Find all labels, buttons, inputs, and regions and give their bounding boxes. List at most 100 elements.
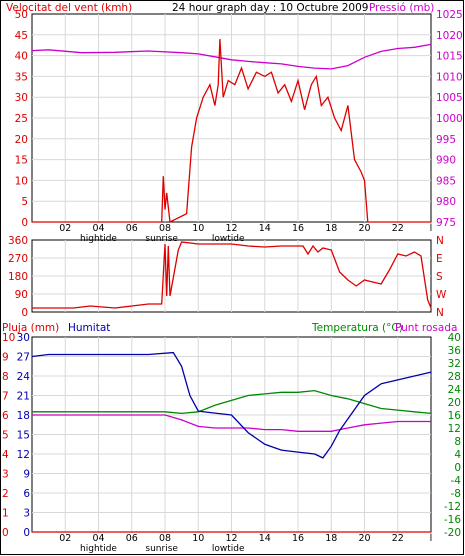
- hour-tick-label: 10: [192, 533, 204, 544]
- temperature-tick-label: -16: [444, 514, 461, 526]
- direction-tick-label: 180: [8, 271, 28, 283]
- humidity-tick-label: 21: [17, 391, 30, 403]
- direction-tick-label: 90: [15, 289, 28, 301]
- humidity-tick-label: 0: [23, 527, 30, 539]
- humidity-tick-label: 18: [17, 410, 30, 422]
- humidity-tick-label: 6: [23, 488, 30, 500]
- wind-speed-line: [32, 38, 431, 223]
- rain-tick-label: 4: [2, 449, 9, 461]
- hour-tick-label: 08: [159, 223, 171, 234]
- hour-tick-label: 22: [392, 533, 404, 544]
- pressure-tick-label: 1025: [436, 9, 463, 21]
- pressure-tick-label: 1015: [436, 51, 463, 63]
- compass-label: W: [436, 289, 447, 301]
- hour-tick-label: 16: [292, 533, 304, 544]
- dewpoint-line: [32, 414, 431, 432]
- hightide-label: hightide: [80, 234, 117, 244]
- hour-tick-label: 06: [126, 223, 138, 234]
- wind-tick-label: 35: [15, 71, 28, 83]
- temperature-tick-label: 40: [448, 332, 461, 344]
- wind-tick-label: 50: [15, 9, 28, 21]
- hour-tick-label: 06: [126, 533, 138, 544]
- pressure-tick-label: 995: [436, 134, 456, 146]
- direction-tick-label: 360: [8, 235, 28, 247]
- temperature-line: [32, 389, 432, 415]
- sunrise-label: sunrise: [145, 544, 178, 554]
- hour-tick-label: l: [430, 223, 433, 234]
- pressure-tick-label: 1020: [436, 30, 463, 42]
- temperature-tick-label: 8: [454, 436, 461, 448]
- rain-tick-label: 7: [2, 391, 9, 403]
- temperature-tick-label: 16: [448, 410, 462, 422]
- hightide-label: hightide: [80, 544, 117, 554]
- temperature-tick-label: -8: [451, 488, 461, 500]
- rain-tick-label: 6: [2, 410, 9, 422]
- dewpoint-title: Punt rosada: [395, 322, 457, 334]
- humidity-tick-label: 27: [17, 352, 30, 364]
- temperature-tick-label: 28: [448, 371, 461, 383]
- pressure-tick-label: 985: [436, 175, 456, 187]
- wind-tick-label: 20: [15, 134, 28, 146]
- rain-tick-label: 0: [2, 527, 9, 539]
- rain-tick-label: 3: [2, 469, 9, 481]
- temperature-tick-label: 24: [448, 384, 462, 396]
- lowtide-label: lowtide: [212, 234, 245, 244]
- hour-tick-label: 16: [292, 223, 304, 234]
- humidity-tick-label: 15: [17, 430, 30, 442]
- hour-tick-label: 04: [92, 223, 104, 234]
- wind-tick-label: 0: [21, 217, 28, 229]
- wind-direction-line: [32, 241, 432, 309]
- pressure-tick-label: 990: [436, 155, 456, 167]
- temperature-tick-label: 12: [448, 423, 461, 435]
- humidity-line: [31, 351, 432, 459]
- hour-tick-label: 12: [225, 223, 237, 234]
- temperature-tick-label: -4: [451, 475, 462, 487]
- temperature-tick-label: 20: [448, 397, 461, 409]
- hour-tick-label: 18: [325, 533, 337, 544]
- wind-tick-label: 30: [15, 92, 28, 104]
- pressure-title: Pressió (mb): [369, 2, 434, 14]
- wind-tick-label: 15: [15, 155, 28, 167]
- humidity-tick-label: 24: [17, 371, 31, 383]
- hour-tick-label: l: [430, 533, 433, 544]
- humidity-tick-label: 12: [17, 449, 30, 461]
- rain-tick-label: 5: [2, 430, 9, 442]
- wind-tick-label: 10: [15, 175, 28, 187]
- direction-tick-label: 0: [21, 307, 28, 319]
- temperature-tick-label: -12: [444, 501, 461, 513]
- humidity-tick-label: 9: [23, 469, 30, 481]
- hour-tick-label: 22: [392, 223, 404, 234]
- hour-tick-label: 20: [358, 223, 370, 234]
- hour-tick-label: 10: [192, 223, 204, 234]
- hour-tick-label: 14: [259, 223, 271, 234]
- lowtide-label: lowtide: [212, 544, 245, 554]
- wind-tick-label: 5: [21, 196, 28, 208]
- direction-tick-label: 270: [8, 253, 28, 265]
- humidity-title: Humitat: [68, 322, 110, 334]
- temperature-title: Temperatura (°C): [311, 322, 403, 334]
- temperature-tick-label: 32: [448, 358, 461, 370]
- compass-label: S: [436, 271, 443, 283]
- graph-title: 24 hour graph day : 10 Octubre 2009: [172, 2, 368, 14]
- rain-tick-label: 1: [2, 508, 9, 520]
- pressure-tick-label: 1010: [436, 71, 463, 83]
- wind-tick-label: 25: [15, 113, 28, 125]
- compass-label: N: [436, 307, 444, 319]
- humidity-tick-label: 3: [23, 508, 30, 520]
- pressure-tick-label: 975: [436, 217, 456, 229]
- rain-title: Pluja (mm): [2, 322, 59, 334]
- pressure-tick-label: 1005: [436, 92, 463, 104]
- temperature-tick-label: 36: [448, 345, 462, 357]
- hour-tick-label: 18: [325, 223, 337, 234]
- wind-tick-label: 45: [15, 30, 28, 42]
- compass-label: E: [436, 253, 443, 265]
- temperature-tick-label: -20: [444, 527, 461, 539]
- wind-tick-label: 40: [15, 51, 28, 63]
- temperature-tick-label: 0: [454, 462, 461, 474]
- rain-tick-label: 10: [2, 332, 15, 344]
- rain-tick-label: 9: [2, 352, 9, 364]
- hour-tick-label: 08: [159, 533, 171, 544]
- rain-tick-label: 2: [2, 488, 9, 500]
- hour-tick-label: 12: [225, 533, 237, 544]
